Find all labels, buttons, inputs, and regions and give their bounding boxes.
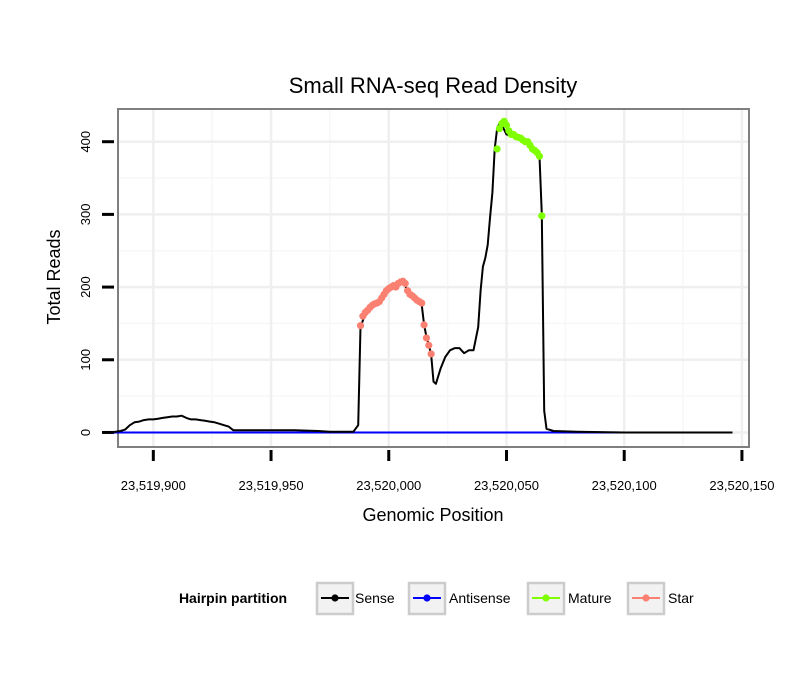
mature-point <box>493 145 501 153</box>
star-point <box>422 334 431 342</box>
mature-point <box>535 152 544 160</box>
y-tick-label: 300 <box>78 204 93 226</box>
x-axis: 23,519,900 23,519,950 23,520,000 23,520,050… <box>121 450 774 493</box>
x-tick-label: 23,520,100 <box>592 478 657 493</box>
x-tick-label: 23,519,950 <box>239 478 304 493</box>
x-tick-label: 23,520,050 <box>474 478 539 493</box>
plot-panel <box>117 108 750 448</box>
y-tick-label: 100 <box>78 349 93 371</box>
star-point <box>427 350 435 358</box>
star-point <box>401 279 409 288</box>
legend: Hairpin partition Sense Antisense Mature St… <box>179 581 694 616</box>
chart-title: Small RNA-seq Read Density <box>289 73 578 98</box>
mature-point <box>538 212 546 220</box>
legend-item-star: Star <box>626 581 694 616</box>
legend-swatch-point-sense <box>331 594 339 602</box>
star-point <box>425 341 433 349</box>
y-tick-label: 400 <box>78 131 93 153</box>
legend-label-sense: Sense <box>355 590 395 606</box>
x-axis-title: Genomic Position <box>362 505 503 525</box>
y-tick-label: 0 <box>78 429 93 436</box>
star-point <box>418 299 426 307</box>
star-point <box>420 321 428 329</box>
x-tick-label: 23,519,900 <box>121 478 186 493</box>
legend-swatch-point-antisense <box>423 594 431 602</box>
legend-title: Hairpin partition <box>179 590 287 606</box>
x-tick-label: 23,520,150 <box>709 478 774 493</box>
star-point <box>356 322 365 330</box>
legend-swatch-point-star <box>642 594 650 602</box>
legend-label-star: Star <box>668 590 694 606</box>
legend-label-mature: Mature <box>568 590 612 606</box>
panel-border <box>117 108 750 448</box>
y-axis: 0 100 200 300 400 <box>78 131 114 436</box>
y-tick-label: 200 <box>78 276 93 298</box>
legend-item-mature: Mature <box>526 581 612 616</box>
y-axis-title: Total Reads <box>44 229 64 324</box>
legend-item-antisense: Antisense <box>407 581 511 616</box>
x-tick-label: 23,520,000 <box>356 478 421 493</box>
legend-swatch-point-mature <box>542 594 550 602</box>
legend-label-antisense: Antisense <box>449 590 511 606</box>
legend-item-sense: Sense <box>315 581 395 616</box>
series-layer <box>110 117 733 434</box>
mature-point <box>502 121 511 129</box>
